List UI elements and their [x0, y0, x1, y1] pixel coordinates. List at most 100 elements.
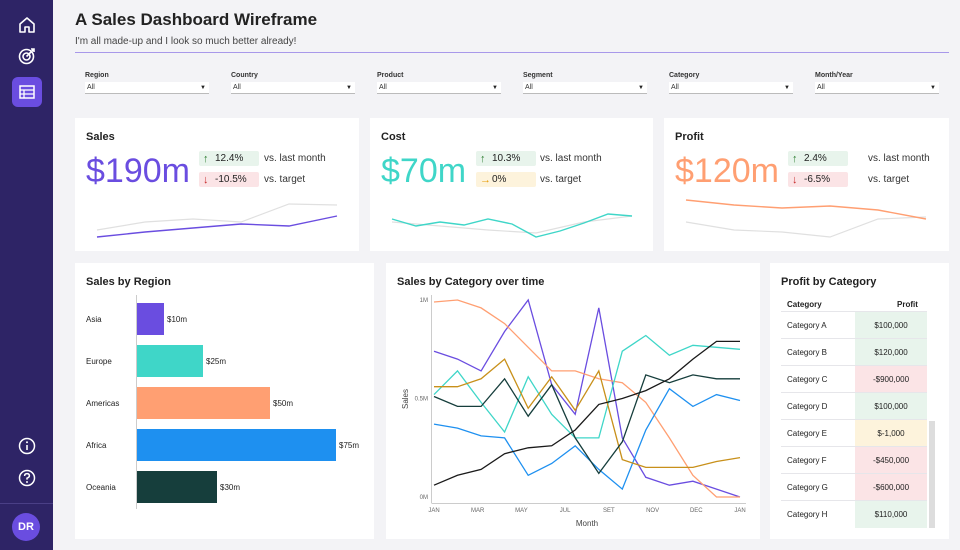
profit-by-category-card: Profit by Category Category Profit Categ… [770, 263, 949, 539]
table-row[interactable]: Category G -$600,000 [781, 473, 927, 501]
card-title: Sales [86, 131, 115, 143]
filter-label: Region [85, 72, 109, 79]
filter-select[interactable]: All ▼ [815, 82, 939, 94]
filter-select[interactable]: All ▼ [669, 82, 793, 94]
region-bar[interactable] [137, 303, 164, 335]
profit-cell: $110,000 [855, 501, 927, 528]
sidebar-divider [0, 503, 53, 504]
x-tick-label: SET [603, 508, 615, 514]
x-tick-label: JAN [428, 508, 439, 514]
nav-table[interactable] [12, 77, 42, 107]
kpi-value: $190m [86, 152, 190, 190]
kpi-value: $70m [381, 152, 467, 190]
category-cell: Category C [787, 375, 828, 384]
region-axis [136, 295, 137, 509]
kpi-note: vs. last month [540, 153, 602, 164]
series-line-category-f[interactable] [433, 374, 740, 475]
table-icon [19, 85, 35, 99]
filter-label: Month/Year [815, 72, 853, 79]
filter-select[interactable]: All ▼ [85, 82, 209, 94]
kpi-change-chip: ↑ 12.4% [199, 151, 259, 166]
region-bar[interactable] [137, 387, 270, 419]
kpi-card-profit: Profit $120m ↑ 2.4% vs. last month ↓ -6.5%… [664, 118, 949, 251]
caret-down-icon: ▼ [346, 85, 352, 91]
profit-cell: $-1,000 [855, 420, 927, 447]
table-row[interactable]: Category F -$450,000 [781, 446, 927, 474]
kpi-change-chip: → 0% [476, 172, 536, 187]
title-divider [75, 52, 949, 53]
column-header-profit: Profit [897, 300, 918, 309]
caret-down-icon: ▼ [492, 85, 498, 91]
x-tick-label: MAY [515, 508, 528, 514]
sparkline-comparison [96, 203, 338, 231]
nav-help[interactable] [12, 463, 42, 493]
card-title: Profit by Category [781, 276, 877, 288]
kpi-note: vs. last month [868, 153, 930, 164]
nav-home[interactable] [12, 10, 42, 40]
y-tick-label: 0M [420, 495, 428, 501]
sales-by-region-card: Sales by Region Asia $10m Europe $25m Americ… [75, 263, 374, 539]
main-content: A Sales Dashboard Wireframe I'm all made… [53, 0, 960, 550]
filter-select[interactable]: All ▼ [377, 82, 501, 94]
region-value-label: $50m [273, 399, 294, 408]
table-scrollbar[interactable] [929, 421, 935, 528]
arrow-up-icon: ↑ [480, 152, 486, 165]
help-icon [18, 469, 36, 487]
kpi-change-chip: ↓ -10.5% [199, 172, 259, 187]
kpi-change: 0% [492, 174, 507, 185]
category-cell: Category B [787, 348, 828, 357]
region-value-label: $30m [220, 483, 241, 492]
table-row[interactable]: Category A $100,000 [781, 311, 927, 339]
filter-select[interactable]: All ▼ [523, 82, 647, 94]
card-title: Profit [675, 131, 704, 143]
sidebar: DR [0, 0, 53, 550]
series-line-category-c[interactable] [433, 334, 741, 439]
x-axis-title: Month [576, 519, 598, 528]
x-tick-label: JUL [560, 508, 571, 514]
caret-down-icon: ▼ [784, 85, 790, 91]
filter-value: All [671, 84, 679, 91]
region-bar[interactable] [137, 345, 203, 377]
region-value-label: $75m [339, 441, 360, 450]
nav-info[interactable] [12, 431, 42, 461]
table-row[interactable]: Category D $100,000 [781, 392, 927, 420]
profit-cell: $100,000 [855, 393, 927, 420]
filter-label: Country [231, 72, 258, 79]
kpi-change: -6.5% [804, 174, 831, 185]
avatar[interactable]: DR [12, 513, 40, 541]
sparkline-comparison [391, 215, 633, 234]
table-row[interactable]: Category H $110,000 [781, 500, 927, 528]
series-line-category-e[interactable] [434, 358, 741, 469]
y-tick-label: 0.5M [415, 397, 428, 403]
filter-select[interactable]: All ▼ [231, 82, 355, 94]
arrow-up-icon: ↑ [203, 152, 209, 165]
home-icon [19, 17, 35, 33]
series-line-category-d[interactable] [433, 387, 741, 491]
sparkline-series [685, 199, 927, 220]
table-row[interactable]: Category B $120,000 [781, 338, 927, 366]
series-line-category-g[interactable] [433, 340, 740, 486]
profit-cell: $100,000 [855, 312, 927, 339]
sales-by-category-card: Sales by Category over time 0M 0.5M 1M JAN M… [386, 263, 760, 539]
region-bar[interactable] [137, 429, 336, 461]
series-line-category-b[interactable] [433, 299, 740, 498]
table-row[interactable]: Category C -$900,000 [781, 365, 927, 393]
profit-cell: -$600,000 [855, 474, 927, 501]
region-label: Asia [86, 315, 102, 324]
x-tick-label: DEC [690, 508, 703, 514]
arrow-right-icon: → [480, 173, 491, 186]
filter-month-year: Month/Year All ▼ [815, 72, 939, 94]
kpi-change: 2.4% [804, 153, 827, 164]
nav-goals[interactable] [12, 41, 42, 71]
sparkline [391, 213, 633, 238]
region-label: Africa [86, 441, 107, 450]
line-chart: 0M 0.5M 1M JAN MAR MAY JUL SET NOV DEC JAN Month Sal… [401, 295, 746, 528]
card-title: Cost [381, 131, 406, 143]
kpi-change-chip: ↓ -6.5% [788, 172, 848, 187]
category-cell: Category F [787, 456, 827, 465]
table-row[interactable]: Category E $-1,000 [781, 419, 927, 447]
column-header-category: Category [787, 300, 822, 309]
arrow-down-icon: ↓ [792, 173, 798, 186]
region-bar[interactable] [137, 471, 217, 503]
series-line-category-a[interactable] [433, 298, 741, 498]
